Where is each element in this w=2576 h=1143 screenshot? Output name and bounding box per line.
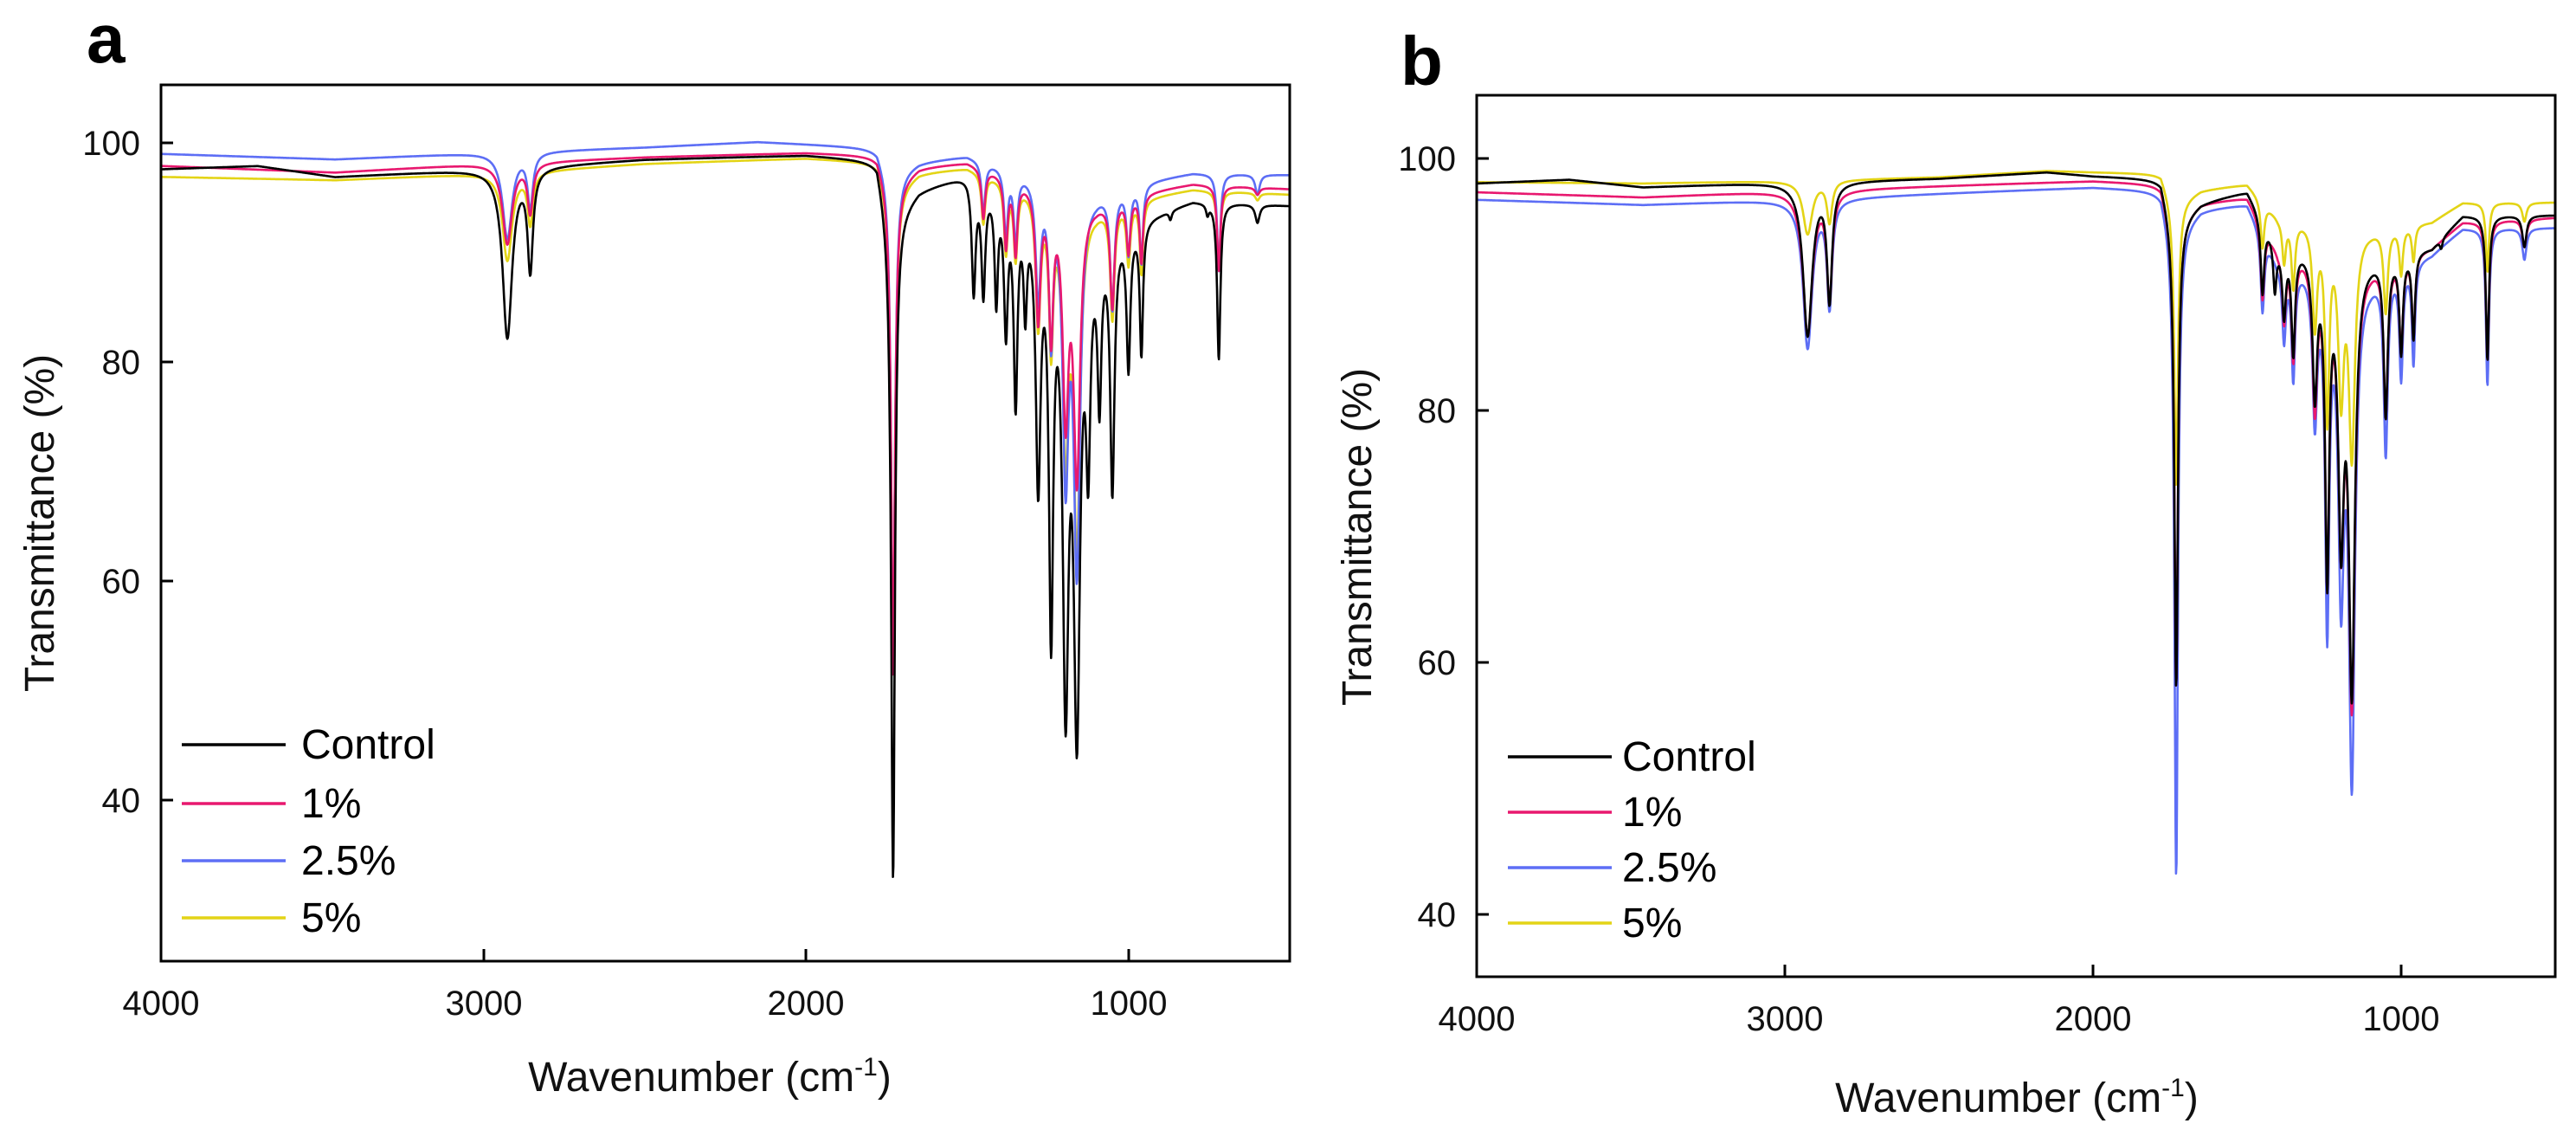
panel-a-series-1pct — [160, 152, 1291, 676]
panel-a-plot-frame — [159, 83, 1291, 963]
panel-a-x-tick-label: 2000 — [768, 985, 845, 1023]
panel-a-x-tick-label: 1000 — [1091, 985, 1168, 1023]
panel-a-legend-label-2-5pct: 2.5% — [301, 838, 396, 884]
panel-a: a 40 60 80 100 4000 3000 2000 1000 Waven… — [17, 0, 1291, 1101]
panel-b-y-tick-label: 60 — [1418, 644, 1457, 682]
panel-b-legend-label-5pct: 5% — [1622, 901, 1682, 946]
panel-a-x-axis: 4000 3000 2000 1000 — [123, 949, 1168, 1023]
panel-a-x-tick-label: 4000 — [123, 985, 200, 1023]
panel-a-y-tick-label: 40 — [102, 782, 141, 820]
panel-b-series-5pct — [1476, 170, 2556, 486]
panel-a-series-5pct — [160, 158, 1291, 676]
panel-b-y-tick-label: 80 — [1418, 392, 1457, 430]
panel-b: b 40 60 80 100 4000 3000 2000 1000 Waven… — [1335, 23, 2557, 1121]
panel-b-y-axis-title: Transmittance (%) — [1335, 368, 1381, 706]
panel-a-y-axis-title: Transmittance (%) — [17, 354, 63, 692]
panel-a-legend-label-control: Control — [301, 722, 435, 768]
panel-b-x-tick-label: 1000 — [2363, 1000, 2440, 1038]
panel-b-letter: b — [1401, 23, 1443, 100]
panel-a-x-axis-title: Wavenumber (cm-1) — [528, 1053, 892, 1101]
panel-a-series-2-5pct — [160, 140, 1291, 676]
panel-a-y-tick-label: 80 — [102, 344, 141, 382]
panel-b-x-tick-label: 3000 — [1747, 1000, 1824, 1038]
panel-a-y-tick-label: 60 — [102, 563, 141, 601]
panel-a-y-tick-label: 100 — [82, 125, 140, 163]
panel-a-series-control — [160, 154, 1291, 878]
panel-a-legend: Control 1% 2.5% 5% — [182, 722, 435, 941]
panel-b-y-tick-label: 100 — [1398, 140, 1456, 178]
panel-b-legend-label-control: Control — [1622, 734, 1756, 780]
panel-b-series-1pct — [1476, 180, 2556, 717]
panel-b-x-axis: 4000 3000 2000 1000 — [1439, 965, 2440, 1038]
panel-b-plot-frame — [1475, 94, 2557, 978]
panel-b-y-tick-label: 40 — [1418, 896, 1457, 934]
panel-a-legend-label-1pct: 1% — [301, 781, 361, 827]
panel-b-legend-label-2-5pct: 2.5% — [1622, 845, 1716, 891]
panel-b-x-axis-title: Wavenumber (cm-1) — [1835, 1074, 2199, 1121]
panel-b-legend-label-1pct: 1% — [1622, 790, 1682, 836]
panel-a-y-axis: 40 60 80 100 — [82, 125, 173, 820]
panel-b-legend: Control 1% 2.5% 5% — [1508, 734, 1756, 946]
panel-b-series-control — [1476, 171, 2556, 705]
panel-b-x-tick-label: 2000 — [2055, 1000, 2132, 1038]
panel-b-y-axis: 40 60 80 100 — [1398, 140, 1489, 934]
panel-a-series-group — [160, 140, 1291, 878]
panel-a-letter: a — [87, 0, 126, 77]
panel-b-x-tick-label: 4000 — [1439, 1000, 1516, 1038]
panel-a-x-tick-label: 3000 — [446, 985, 523, 1023]
panel-b-series-group — [1476, 170, 2556, 875]
panel-a-legend-label-5pct: 5% — [301, 895, 361, 941]
panel-b-series-2-5pct — [1476, 186, 2556, 875]
